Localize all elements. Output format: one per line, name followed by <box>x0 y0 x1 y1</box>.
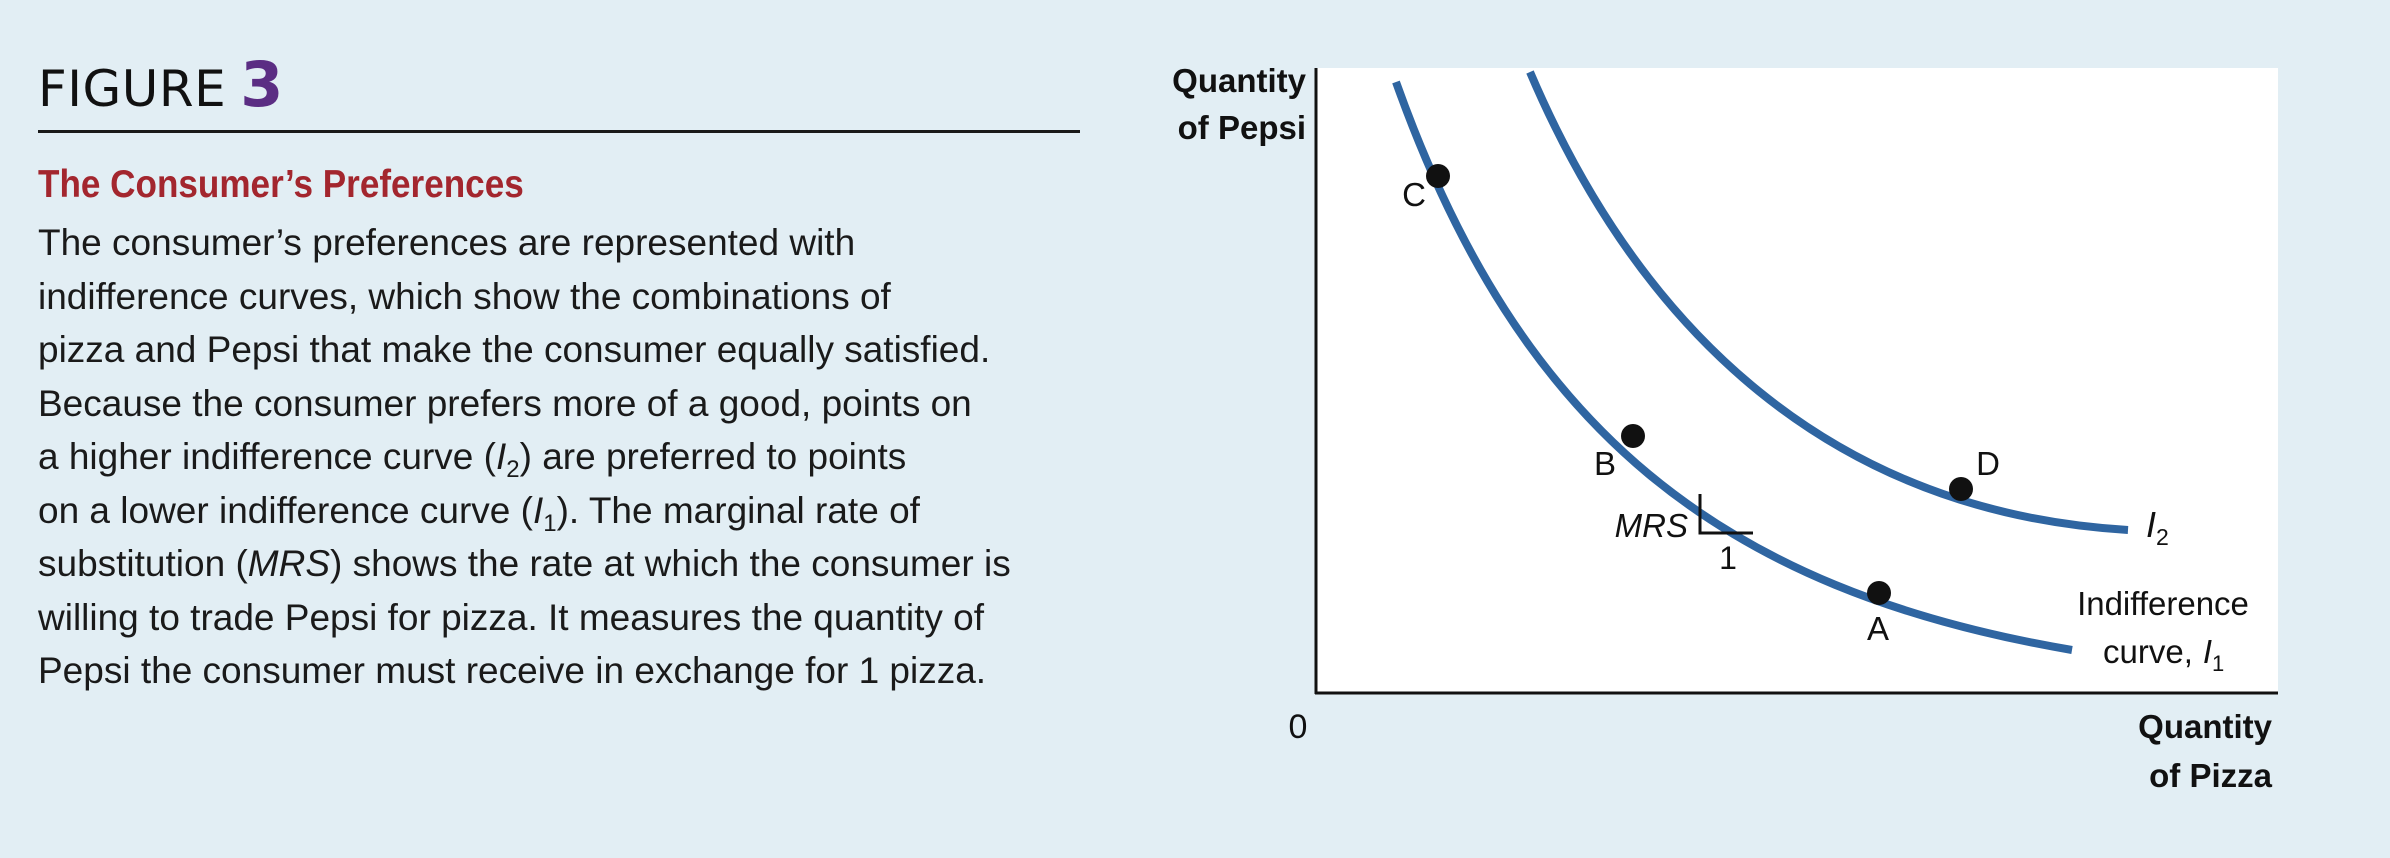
caption-text: a higher indifference curve ( <box>38 436 496 477</box>
caption-text: pizza and Pepsi that make the consumer e… <box>38 329 991 370</box>
caption-line: The consumer’s preferences are represent… <box>38 216 1138 270</box>
curve-i1-label-word: curve, <box>2103 633 2193 670</box>
curve-i2-label: I2 <box>2146 504 2169 550</box>
caption-body: The consumer’s preferences are represent… <box>38 216 1138 698</box>
indifference-curve-i2 <box>1526 70 2129 534</box>
mrs-label: MRS <box>1615 507 1688 544</box>
point-a-label: A <box>1867 610 1889 647</box>
x-axis-label-line2: of Pizza <box>2149 757 2272 794</box>
caption-text: ) shows the rate at which the consumer i… <box>330 543 1011 584</box>
figure-label: FIGURE <box>38 60 227 118</box>
x-axis-label-line1: Quantity <box>2138 708 2272 745</box>
caption-italic-term: I <box>495 436 507 477</box>
caption-title: The Consumer’s Preferences <box>38 163 524 206</box>
caption-line: indifference curves, which show the comb… <box>38 270 1138 324</box>
curve-i1-label-main: I <box>2203 633 2212 670</box>
caption-line: willing to trade Pepsi for pizza. It mea… <box>38 591 1138 645</box>
figure-heading: FIGURE 3 <box>38 48 1080 121</box>
mrs-triangle <box>1698 494 1753 535</box>
caption-text: The consumer’s preferences are represent… <box>38 222 856 263</box>
caption-line: Because the consumer prefers more of a g… <box>38 377 1138 431</box>
caption-text: substitution ( <box>38 543 248 584</box>
caption-italic-term: MRS <box>247 543 331 584</box>
diagram-background <box>1316 68 2278 693</box>
curve-i1-label-sub: 1 <box>2212 651 2224 676</box>
heading-divider <box>38 130 1080 133</box>
caption-text: Pepsi the consumer must receive in excha… <box>38 650 987 691</box>
caption-text: ). The marginal rate of <box>556 489 920 531</box>
caption-line: pizza and Pepsi that make the consumer e… <box>38 323 1138 377</box>
mrs-run-label: 1 <box>1719 540 1737 576</box>
caption-subscript: 2 <box>506 456 520 483</box>
point-a <box>1867 581 1891 605</box>
origin-label: 0 <box>1289 708 1308 746</box>
point-c-label: C <box>1402 176 1426 213</box>
point-b <box>1621 424 1645 448</box>
curve-i2-label-sub: 2 <box>2156 524 2169 550</box>
caption-line: on a lower indifference curve (I1). The … <box>38 484 1138 538</box>
y-axis-label-line1: Quantity <box>1172 62 1306 99</box>
caption-text: on a lower indifference curve ( <box>38 489 533 531</box>
caption-line: substitution (MRS) shows the rate at whi… <box>38 537 1138 591</box>
point-b-label: B <box>1594 445 1616 482</box>
caption-line: Pepsi the consumer must receive in excha… <box>38 644 1138 698</box>
caption-text: willing to trade Pepsi for pizza. It mea… <box>38 596 985 638</box>
caption-line: a higher indifference curve (I2) are pre… <box>38 430 1138 484</box>
caption-text: indifference curves, which show the comb… <box>38 275 891 317</box>
curve-i1-label-line2: curve, I1 <box>2103 633 2224 676</box>
y-axis-label-line2: of Pepsi <box>1178 109 1306 146</box>
point-d <box>1949 477 1973 501</box>
caption-text: ) are preferred to points <box>519 436 907 477</box>
curve-i1-label-line1: Indifference <box>2077 585 2249 622</box>
indifference-curve-i1 <box>1392 80 2073 654</box>
caption-subscript: 1 <box>543 509 557 537</box>
caption-italic-term: I <box>532 489 544 531</box>
caption-text: Because the consumer prefers more of a g… <box>38 382 972 424</box>
point-d-label: D <box>1976 445 2000 482</box>
curve-i2-label-main: I <box>2146 504 2156 545</box>
point-c <box>1426 164 1450 188</box>
figure-number: 3 <box>240 48 284 121</box>
